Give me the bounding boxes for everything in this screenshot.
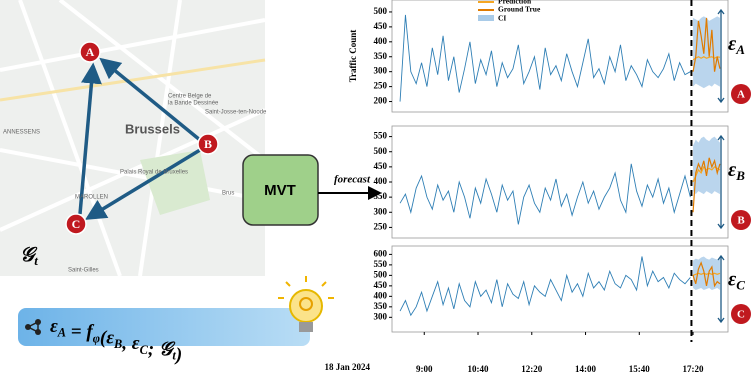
y-tick-label: 500	[374, 269, 388, 279]
subscript: A	[735, 42, 745, 57]
error-label: εB	[728, 158, 745, 182]
series-line	[400, 256, 690, 315]
badge-label: A	[737, 89, 745, 101]
plot-frame	[392, 0, 728, 112]
plot-frame	[392, 246, 728, 332]
ci-band	[693, 16, 720, 88]
subscript: B	[735, 168, 745, 183]
y-tick-label: 300	[374, 311, 388, 321]
y-tick-label: 250	[374, 81, 388, 91]
y-tick-label: 350	[374, 191, 388, 201]
symbol: = f	[66, 322, 94, 343]
series-line	[400, 15, 690, 102]
y-tick-label: 400	[374, 290, 388, 300]
y-tick-label: 400	[374, 176, 388, 186]
error-label: εA	[728, 32, 745, 56]
y-axis-label: Traffic Count	[348, 30, 358, 83]
y-tick-label: 400	[374, 36, 388, 46]
symbol: (ε	[100, 328, 114, 349]
error-label: εC	[728, 268, 745, 292]
map-label: ANNESSENS	[3, 130, 40, 136]
subscript: t	[34, 253, 38, 268]
y-tick-label: 300	[374, 66, 388, 76]
x-tick-label: 10:40	[468, 364, 489, 374]
symbol: ε	[50, 316, 58, 337]
subscript: C	[736, 277, 745, 292]
y-tick-label: 550	[374, 131, 388, 141]
legend-label: CI	[498, 14, 506, 23]
map-label: Brussels	[125, 121, 180, 136]
map-label: MAROLLEN	[75, 195, 108, 201]
symbol: , ε	[121, 333, 140, 354]
y-tick-label: 450	[374, 21, 388, 31]
legend-swatch	[478, 15, 494, 21]
x-tick-label: 17:20	[683, 364, 704, 374]
y-tick-label: 200	[374, 96, 388, 106]
map-label: Saint-Gilles	[68, 268, 99, 274]
badge-label: C	[737, 309, 745, 321]
legend-label: Ground True	[498, 5, 541, 14]
figure: MVT forecast εA = fφ(εB, εC; 𝒢t) Brussel…	[0, 0, 754, 376]
arrow-label: forecast	[334, 174, 371, 186]
y-tick-label: 600	[374, 248, 388, 258]
subscript: B	[113, 337, 122, 351]
map-label: Palais Royal de Bruxelles	[120, 170, 188, 176]
model-label: MVT	[264, 182, 296, 199]
y-tick-label: 500	[374, 146, 388, 156]
map-label: Saint-Josse-ten-Noode	[205, 110, 267, 116]
x-tick-label: 14:00	[575, 364, 596, 374]
series-line	[400, 164, 690, 225]
y-tick-label: 550	[374, 259, 388, 269]
node-label: A	[86, 45, 95, 59]
map-label: Brus	[222, 191, 234, 197]
y-tick-label: 350	[374, 301, 388, 311]
y-tick-label: 350	[374, 51, 388, 61]
subscript: φ	[93, 331, 100, 345]
plot-frame	[392, 126, 728, 238]
symbol: )	[174, 345, 182, 366]
subscript: A	[57, 326, 66, 340]
y-tick-label: 500	[374, 6, 388, 16]
y-tick-label: 300	[374, 206, 388, 216]
map-label: la Bande Dessinée	[168, 101, 219, 107]
node-label: B	[204, 137, 212, 151]
y-tick-label: 450	[374, 280, 388, 290]
date-label: 18 Jan 2024	[324, 362, 370, 372]
y-tick-label: 450	[374, 161, 388, 171]
x-tick-label: 9:00	[416, 364, 433, 374]
map	[0, 0, 265, 276]
badge-label: B	[737, 215, 745, 227]
map-label: Centre Belge de	[168, 94, 212, 100]
x-tick-label: 12:20	[521, 364, 542, 374]
y-tick-label: 250	[374, 221, 388, 231]
x-tick-label: 15:40	[629, 364, 650, 374]
node-label: C	[72, 217, 81, 231]
